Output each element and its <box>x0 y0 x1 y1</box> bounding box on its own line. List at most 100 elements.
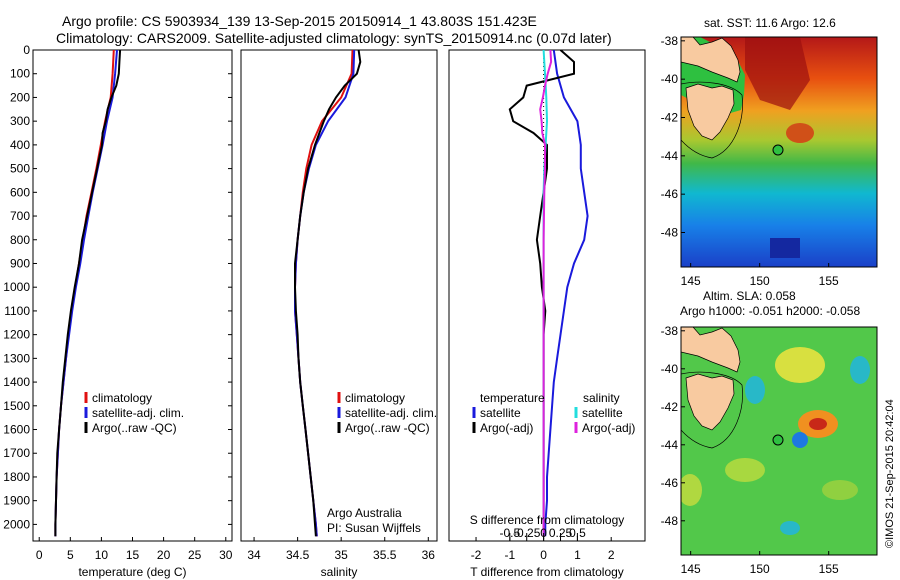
sla-map-axes: 145 150 155 -38 -40 -42 -44 -46 -48 <box>661 324 839 576</box>
x-tick-label: 34.5 <box>286 548 310 562</box>
sst-map-frame <box>680 36 878 268</box>
map-x-tick-label: 150 <box>750 562 770 576</box>
x-tick-label: 34 <box>247 548 261 562</box>
x-tick-label: 2 <box>608 548 615 562</box>
map-y-tick-label: -46 <box>661 476 679 490</box>
legend-temperature-header: temperature <box>480 391 545 405</box>
sla-map-title-line2: Argo h1000: -0.051 h2000: -0.058 <box>680 304 860 318</box>
x-tick-label: 30 <box>219 548 233 562</box>
y-tick-label: 700 <box>10 209 30 223</box>
sla-map-frame <box>680 326 878 556</box>
difference-xlabel: T difference from climatology <box>470 565 624 579</box>
map-y-tick-label: -38 <box>661 34 679 48</box>
map-x-tick-label: 145 <box>681 562 701 576</box>
y-tick-label: 800 <box>10 233 30 247</box>
map-x-tick-label: 155 <box>819 562 839 576</box>
map-y-tick-label: -44 <box>661 149 679 163</box>
salinity-frame <box>240 49 438 542</box>
s-tick-label: -0.25 <box>513 526 541 540</box>
x-tick-label: 20 <box>157 548 171 562</box>
temperature-frame <box>32 49 233 542</box>
s-tick-label: -0.5 <box>499 526 520 540</box>
sst-warm-core <box>745 37 810 110</box>
sla-low-4 <box>780 521 800 535</box>
sst-warm-eddy <box>786 123 814 143</box>
s-axis-label: S difference from climatology <box>470 513 625 527</box>
sst-isobath <box>681 81 743 159</box>
legend-label: climatology <box>345 391 405 405</box>
map-y-tick-label: -42 <box>661 400 679 414</box>
temperature-series-group <box>54 50 122 537</box>
x-tick-label: 15 <box>126 548 140 562</box>
salinity-line-argo-raw-qc- <box>294 50 362 537</box>
difference-series-group <box>508 50 589 537</box>
argo-annotation: Argo Australia <box>327 506 402 520</box>
legend-label: climatology <box>92 391 152 405</box>
x-tick-label: 35.5 <box>373 548 397 562</box>
legend-label: Argo(..raw -QC) <box>92 421 177 435</box>
y-tick-label: 1400 <box>3 375 30 389</box>
sla-high-4 <box>681 474 702 506</box>
legend-label: Argo(..raw -QC) <box>345 421 430 435</box>
legend-salinity-header: salinity <box>583 391 620 405</box>
legend-label: Argo(-adj) <box>582 421 635 435</box>
tasmania-landmass <box>685 83 735 141</box>
x-tick-label: 0 <box>540 548 547 562</box>
x-tick-label: 25 <box>188 548 202 562</box>
y-tick-label: 100 <box>10 67 30 81</box>
sst-map: sat. SST: 11.6 Argo: 12.6 145 150 155 -38 -4… <box>661 16 878 288</box>
temperature-line-argo-raw-qc- <box>54 50 122 537</box>
legend-label: Argo(-adj) <box>480 421 533 435</box>
y-tick-label: 300 <box>10 114 30 128</box>
y-tick-label: 500 <box>10 162 30 176</box>
map-y-tick-label: -38 <box>661 324 679 338</box>
sla-mainland-landmass <box>681 327 741 373</box>
y-tick-label: 1000 <box>3 280 30 294</box>
y-tick-label: 1300 <box>3 351 30 365</box>
sst-cold-patch <box>770 238 800 258</box>
sla-high-core <box>809 418 827 430</box>
salinity-line-satellite-adj-clim- <box>294 50 356 537</box>
x-tick-label: 1 <box>574 548 581 562</box>
sla-high-5 <box>822 480 858 500</box>
x-tick-label: 5 <box>67 548 74 562</box>
map-y-tick-label: -46 <box>661 187 679 201</box>
x-tick-label: 36 <box>422 548 436 562</box>
s-tick-label: 0.5 <box>569 526 586 540</box>
header-line2: Climatology: CARS2009. Satellite-adjuste… <box>56 30 612 46</box>
difference-line-temperature-satellite <box>544 50 589 537</box>
s-tick-label: 0.25 <box>549 526 573 540</box>
sla-isobath <box>681 371 743 449</box>
map-x-tick-label: 155 <box>819 274 839 288</box>
salinity-xlabel: salinity <box>321 565 358 579</box>
map-y-tick-label: -40 <box>661 362 679 376</box>
mainland-landmass <box>681 37 741 83</box>
temperature-xlabel: temperature (deg C) <box>78 565 186 579</box>
y-tick-label: 200 <box>10 90 30 104</box>
legend-label: satellite <box>480 406 521 420</box>
map-y-tick-label: -48 <box>661 514 679 528</box>
sla-float-marker <box>772 434 784 446</box>
y-tick-label: 0 <box>23 43 30 57</box>
x-tick-label: 0 <box>36 548 43 562</box>
y-tick-label: 900 <box>10 256 30 270</box>
difference-line-salinity-argo-adj- <box>539 50 553 537</box>
difference-panel: -2 -1 0 1 2 T difference from climatology -0.5… <box>448 49 646 579</box>
credit-text: ©IMOS 21-Sep-2015 20:42:04 <box>884 399 896 548</box>
sla-low-2 <box>850 356 870 384</box>
s-tick-label: 0 <box>540 526 547 540</box>
map-x-tick-label: 150 <box>750 274 770 288</box>
map-y-tick-label: -42 <box>661 111 679 125</box>
temperature-panel: 0100200300400500600700800900100011001200… <box>3 43 232 579</box>
legend-label: satellite-adj. clim. <box>92 406 184 420</box>
sst-map-title: sat. SST: 11.6 Argo: 12.6 <box>704 16 836 30</box>
sst-map-axes: 145 150 155 -38 -40 -42 -44 -46 -48 <box>661 34 839 288</box>
x-tick-label: -2 <box>471 548 482 562</box>
salinity-panel: 34 34.5 35 35.5 36 salinity climatologysatelli… <box>240 49 438 579</box>
sla-low-1 <box>745 376 765 404</box>
y-tick-label: 1900 <box>3 494 30 508</box>
y-tick-label: 1600 <box>3 423 30 437</box>
argo-annotation: PI: Susan Wijffels <box>327 521 421 535</box>
map-y-tick-label: -44 <box>661 438 679 452</box>
